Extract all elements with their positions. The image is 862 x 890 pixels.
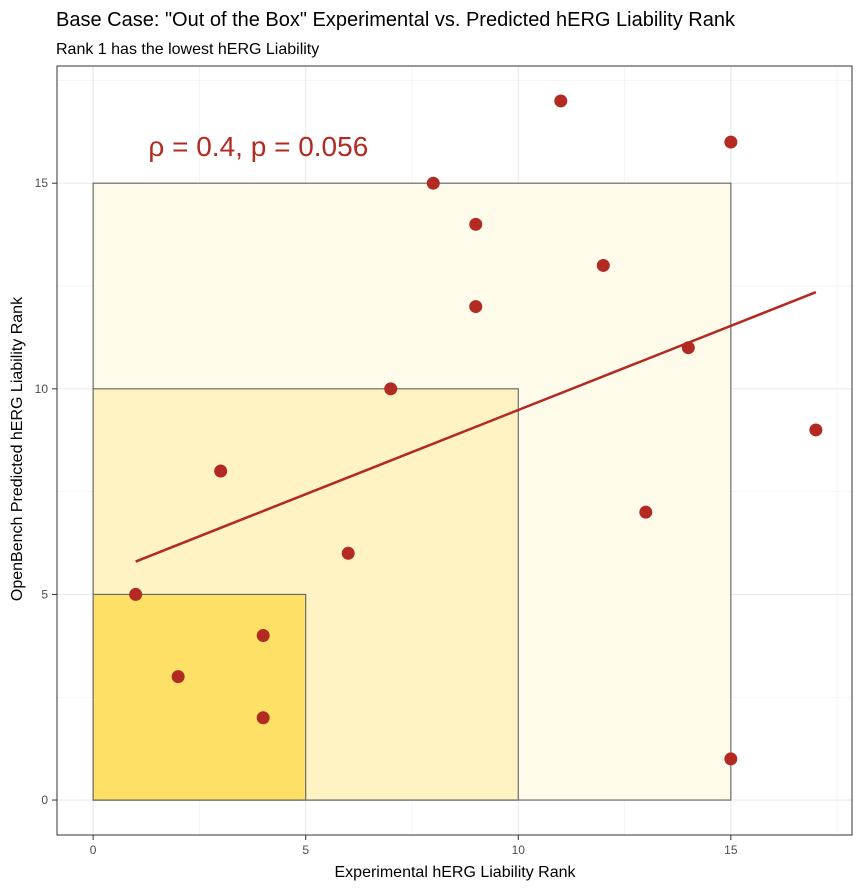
x-tick-label: 0 [90, 843, 97, 857]
data-point [256, 711, 270, 725]
y-tick-label: 15 [35, 176, 49, 190]
y-tick-label: 0 [41, 793, 48, 807]
data-point [214, 464, 228, 478]
x-tick-label: 5 [302, 843, 309, 857]
data-point [596, 258, 610, 272]
data-point [256, 629, 270, 643]
data-point [724, 752, 738, 766]
y-axis-label: OpenBench Predicted hERG Liability Rank [9, 296, 26, 601]
data-point [469, 217, 483, 231]
data-point [469, 300, 483, 314]
region-rect-2 [92, 593, 307, 801]
data-point [639, 505, 653, 519]
panel-border [56, 65, 853, 836]
data-point [681, 341, 695, 355]
data-point [384, 382, 398, 396]
trend-line [135, 291, 817, 563]
y-tick-label: 10 [35, 382, 49, 396]
data-point [129, 587, 143, 601]
x-tick-label: 10 [512, 843, 526, 857]
chart-subtitle: Rank 1 has the lowest hERG Liability [56, 41, 319, 58]
data-point [171, 670, 185, 684]
data-point [809, 423, 823, 437]
chart-title: Base Case: "Out of the Box" Experimental… [56, 9, 736, 31]
y-tick-label: 5 [41, 587, 48, 601]
x-tick-label: 15 [724, 843, 738, 857]
data-point [724, 135, 738, 149]
data-point [426, 176, 440, 190]
x-axis-label: Experimental hERG Liability Rank [335, 864, 577, 881]
correlation-annotation: ρ = 0.4, p = 0.056 [148, 131, 368, 162]
plot-panel: ρ = 0.4, p = 0.056 0 5 10 15 0 5 10 15 [35, 65, 853, 857]
data-point [554, 94, 568, 108]
data-point [341, 546, 355, 560]
